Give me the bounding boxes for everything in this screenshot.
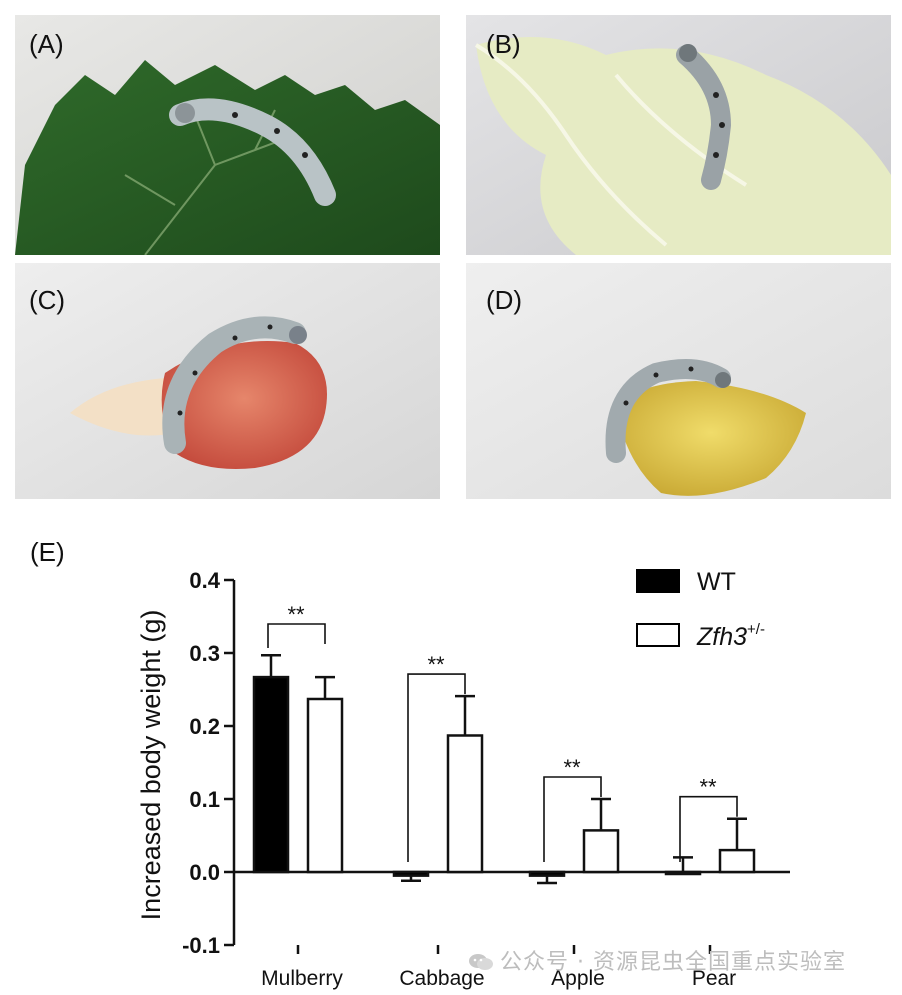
y-axis-label: Increased body weight (g) [136,610,166,921]
chart-legend: WT Zfh3+/- [636,568,765,651]
photo-panel-a: (A) [15,15,440,255]
wechat-icon [469,954,493,970]
bar-wt [392,870,430,877]
chart-bars [252,653,756,885]
panel-label-c: (C) [29,285,66,315]
bar-mutant [446,734,484,874]
legend-mutant-name: Zfh3 [696,623,747,651]
significance-label: ** [427,652,445,677]
significance-brackets: ** ** ** ** [267,602,738,862]
bar-wt [528,870,566,877]
watermark: 公众号 · 资源昆虫全国重点实验室 [468,944,846,976]
mulberry-leaf [15,60,440,255]
y-tick-label: 0.0 [189,860,220,885]
legend-swatch-mutant [636,623,680,647]
x-category-label: Apple [551,967,605,990]
photo-panel-d: (D) [466,263,891,499]
y-tick-label: -0.1 [182,933,220,958]
bar-mutant [306,697,344,874]
significance-bracket [679,795,738,862]
significance-bracket [267,623,326,648]
y-tick-label: 0.2 [189,714,220,739]
bar-mutant [718,848,756,874]
significance-label: ** [287,602,305,627]
bar-wt [252,675,290,874]
pear-peel [616,381,806,496]
apple-slice [161,341,327,469]
panel-label-b: (B) [486,29,521,59]
significance-bracket [543,776,602,862]
silkworm-a [169,98,336,206]
x-category-label: Mulberry [261,967,343,990]
x-category-label: Cabbage [399,967,484,990]
y-tick-label: 0.3 [189,641,220,666]
legend-swatch-wt [636,569,680,593]
y-tick-label: 0.4 [189,568,220,593]
chart-axes: -0.1 0.0 0.1 0.2 0.3 0.4 Mulberry Cabbage Apple P… [182,568,790,990]
bar-wt [664,870,702,876]
significance-bracket [407,673,466,862]
legend-mutant-superscript: +/- [747,621,765,638]
x-category-label: Pear [692,967,736,990]
cabbage-leaf [476,37,891,255]
watermark-text: 公众号 · 资源昆虫全国重点实验室 [500,950,846,975]
legend-label-mutant: Zfh3+/- [696,621,765,651]
significance-label: ** [563,755,581,780]
panel-label-d: (D) [486,285,523,315]
photo-panel-c: (C) [15,263,440,499]
significance-label: ** [699,775,717,800]
photo-panel-b: (B) [466,15,891,255]
legend-label-wt: WT [697,568,736,596]
bar-mutant [582,829,620,874]
body-weight-bar-chart: Increased body weight (g) -0.1 0.0 0.1 0.2 0… [136,568,790,990]
panel-label-a: (A) [29,29,64,59]
y-tick-label: 0.1 [189,787,220,812]
panel-label-e: (E) [30,537,65,567]
